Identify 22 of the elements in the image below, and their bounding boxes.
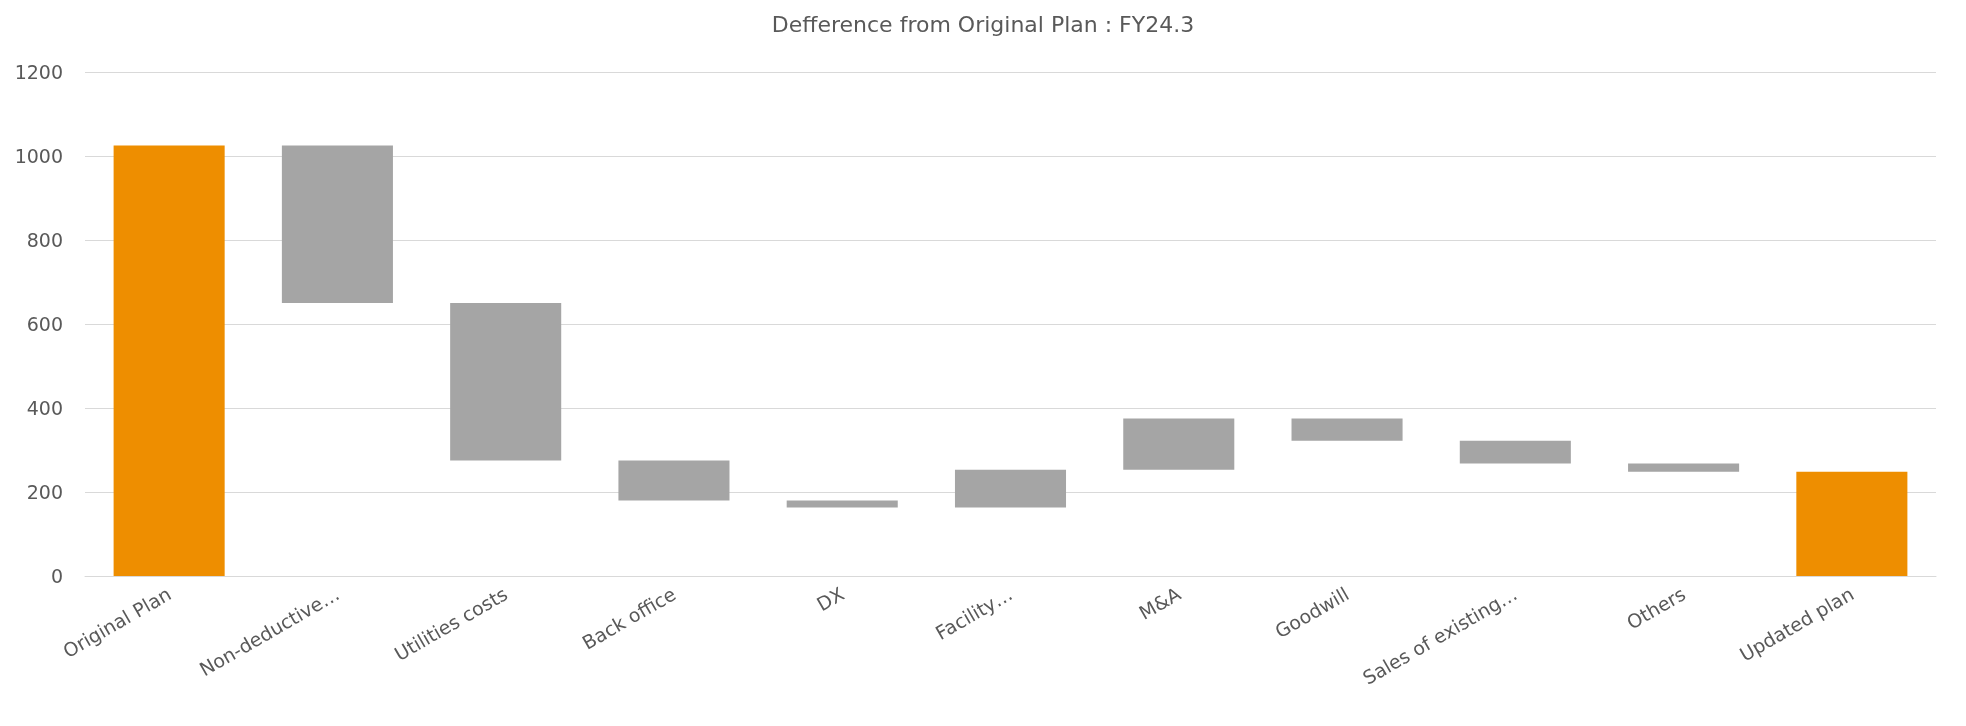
bar: [1796, 471, 1908, 576]
bar: [1123, 418, 1235, 470]
y-tick-label: 400: [26, 397, 63, 419]
y-tick-label: 0: [50, 565, 63, 587]
bar: [1459, 440, 1571, 464]
bar: [450, 303, 562, 461]
bar: [113, 145, 225, 576]
bar: [281, 145, 393, 303]
x-tick-label: M&A: [1135, 582, 1185, 624]
y-tick-label: 1200: [14, 61, 63, 83]
x-tick-label: Back office: [578, 582, 680, 654]
bar: [1628, 463, 1740, 472]
y-tick-label: 600: [26, 313, 63, 335]
y-tick-label: 1000: [14, 145, 63, 167]
bar: [1291, 418, 1403, 441]
bar: [618, 460, 730, 501]
chart-title: Defference from Original Plan : FY24.3: [771, 11, 1195, 37]
y-tick-label: 800: [26, 229, 63, 251]
y-tick-label: 200: [26, 481, 63, 503]
bar: [786, 500, 898, 508]
bar: [954, 469, 1067, 508]
x-tick-label: DX: [812, 582, 848, 616]
